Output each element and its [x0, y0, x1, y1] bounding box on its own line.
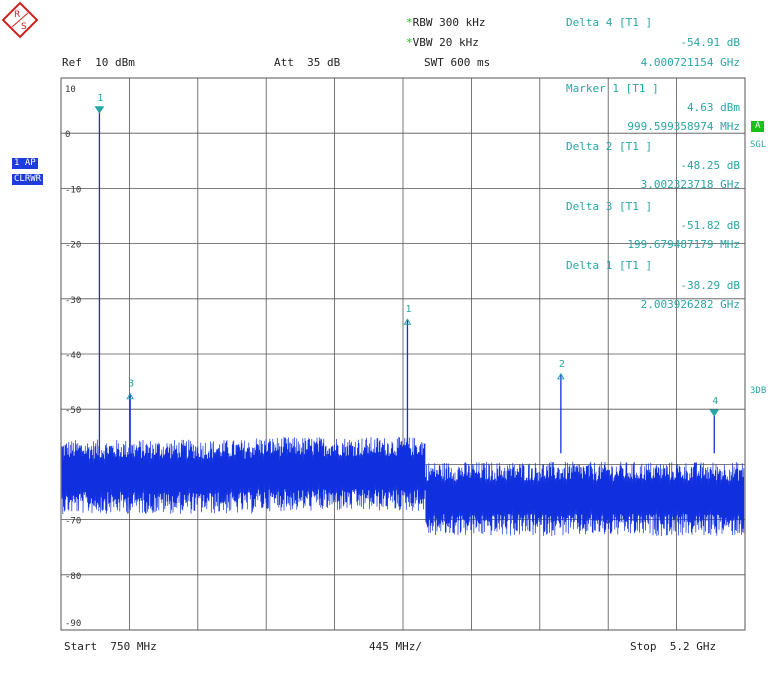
delta4-freq: 4.000721154 GHz — [640, 56, 740, 69]
delta4-value: -54.91 dB — [680, 36, 740, 49]
stop-frequency: Stop 5.2 GHz — [630, 640, 717, 653]
y-tick-label: -80 — [65, 572, 81, 582]
svg-text:S: S — [21, 22, 27, 32]
y-tick-label: -40 — [65, 351, 81, 361]
start-frequency: Start 750 MHz — [64, 640, 157, 653]
marker-triangle — [126, 392, 135, 400]
y-tick-label: -20 — [65, 241, 81, 251]
trace-mode-label: CLRWR — [12, 174, 44, 185]
trace-label: 1 AP — [12, 158, 38, 169]
sweep-time: SWT 600 ms — [424, 56, 491, 69]
delta4-title: Delta 4 [T1 ] — [566, 16, 653, 29]
delta2-value: -48.25 dB — [680, 159, 740, 172]
rohde-schwarz-logo: R S — [1, 1, 39, 39]
rbw-setting: *RBW 300 kHz — [406, 16, 486, 29]
marker-triangle — [556, 372, 565, 380]
delta1-freq: 2.003926282 GHz — [640, 298, 740, 311]
marker-triangle — [94, 106, 105, 114]
marker1-freq: 999.599358974 MHz — [627, 120, 740, 133]
y-tick-label: 0 — [65, 130, 70, 140]
delta3-title: Delta 3 [T1 ] — [566, 200, 653, 213]
y-tick-label: 10 — [65, 85, 76, 95]
y-tick-label: -70 — [65, 517, 81, 527]
marker1-title: Marker 1 [T1 ] — [566, 82, 659, 95]
marker-triangle — [403, 318, 412, 325]
marker-label: 4 — [712, 396, 718, 407]
delta2-title: Delta 2 [T1 ] — [566, 140, 653, 153]
y-tick-label: -10 — [65, 185, 81, 195]
y-tick-label: -30 — [65, 296, 81, 306]
svg-text:R: R — [14, 10, 20, 20]
delta1-title: Delta 1 [T1 ] — [566, 259, 653, 272]
frequency-per-division: 445 MHz/ — [369, 640, 422, 653]
ref-level: Ref 10 dBm — [62, 56, 135, 69]
y-tick-label: -50 — [65, 406, 81, 416]
attenuation: Att 35 dB — [274, 56, 341, 69]
peaks: 1 3 1 2 4 — [94, 93, 720, 454]
y-tick-label: -90 — [65, 619, 81, 629]
sgl-indicator: SGL — [750, 140, 767, 150]
vbw-setting: *VBW 20 kHz — [406, 36, 479, 49]
trace — [61, 436, 745, 537]
three-db-indicator: 3DB — [750, 386, 767, 396]
marker-label: 3 — [128, 379, 134, 390]
delta2-freq: 3.002323718 GHz — [640, 178, 740, 191]
a-indicator: A — [751, 121, 765, 132]
marker-label: 1 — [97, 93, 103, 104]
delta3-freq: 199.679487179 MHz — [627, 238, 740, 251]
marker-label: 1 — [405, 304, 411, 315]
marker-triangle — [709, 409, 720, 417]
y-tick-labels: 10 0 -10 -20 -30 -40 -50 -70 -80 -90 — [65, 85, 81, 629]
delta1-value: -38.29 dB — [680, 279, 740, 292]
marker1-value: 4.63 dBm — [687, 101, 740, 114]
delta3-value: -51.82 dB — [680, 219, 740, 232]
marker-label: 2 — [559, 359, 565, 370]
noise-trace — [61, 436, 745, 537]
